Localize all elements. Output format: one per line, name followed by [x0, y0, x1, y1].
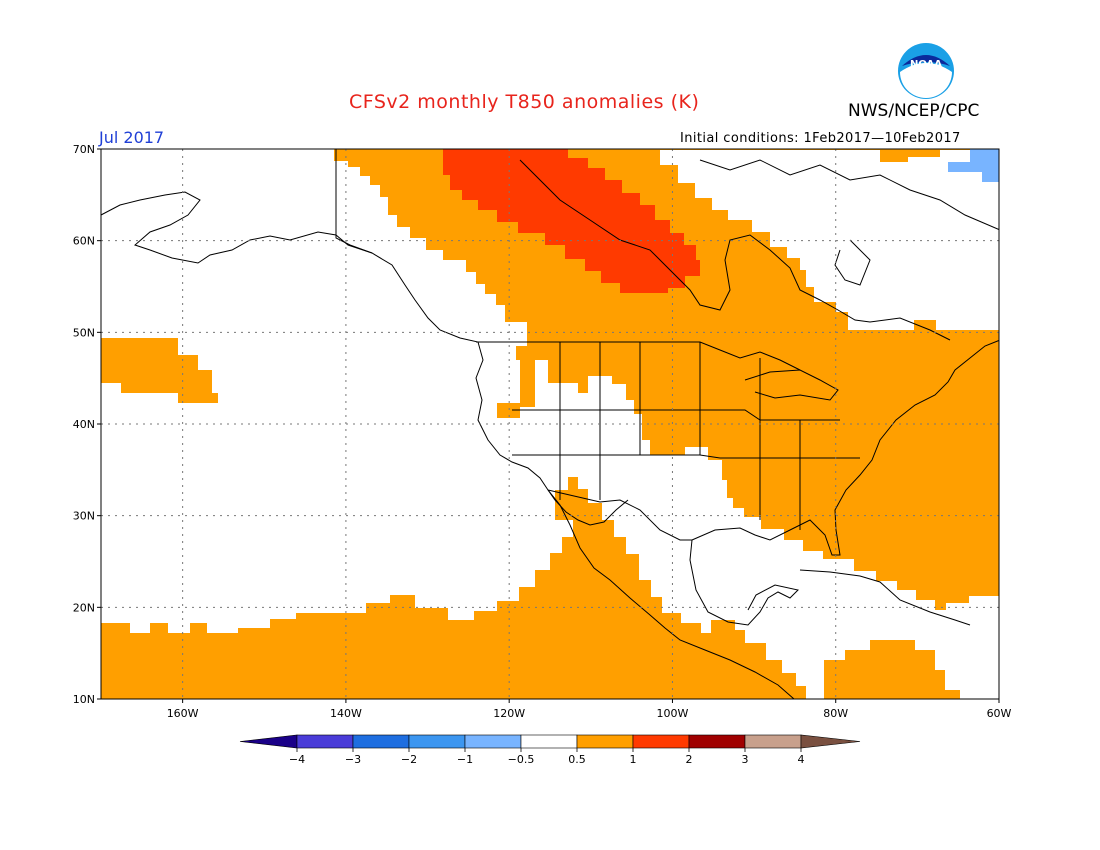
coastline	[699, 159, 999, 231]
noaa-logo: NOAA	[898, 43, 954, 99]
colorbar-arrow-high	[800, 734, 861, 749]
coastline	[519, 159, 951, 341]
us-canada-border	[476, 341, 801, 371]
lon-tick-label: 140W	[330, 707, 362, 720]
anomaly-region-neg	[948, 149, 999, 182]
anomaly-region-0-5-to-1	[824, 640, 960, 699]
lon-tick-label: 60W	[987, 707, 1012, 720]
colorbar-segment	[744, 734, 802, 749]
lat-tick-label: 10N	[73, 693, 95, 706]
colorbar-segment	[520, 734, 578, 749]
colorbar-arrow-low	[239, 734, 298, 749]
agency-label: NWS/NCEP/CPC	[848, 101, 980, 121]
us-mexico-border	[547, 489, 692, 541]
colorbar-segment	[688, 734, 746, 749]
coastline	[547, 489, 629, 526]
coastline	[101, 191, 795, 699]
lat-tick-label: 30N	[73, 510, 95, 523]
lat-tick-label: 40N	[73, 418, 95, 431]
coastline	[691, 339, 999, 556]
colorbar-label: 1	[630, 753, 637, 766]
lat-tick-label: 60N	[73, 235, 95, 248]
colorbar-label: −4	[289, 753, 305, 766]
colorbar-segment	[576, 734, 634, 749]
colorbar-label: 0.5	[568, 753, 586, 766]
colorbar-segment	[632, 734, 690, 749]
anomaly-region-0-5-to-1	[334, 149, 999, 610]
anomaly-shading	[101, 149, 999, 699]
colorbar-label: 3	[742, 753, 749, 766]
colorbar-label: −1	[457, 753, 473, 766]
colorbar-label: −0.5	[508, 753, 535, 766]
colorbar-segment	[464, 734, 522, 749]
coastline	[799, 569, 971, 626]
colorbar-segment	[296, 734, 354, 749]
map-title: CFSv2 monthly T850 anomalies (K)	[349, 91, 700, 113]
colorbar-label: 2	[686, 753, 693, 766]
lon-tick-label: 160W	[167, 707, 199, 720]
lat-tick-label: 70N	[73, 143, 95, 156]
colorbar-label: −2	[401, 753, 417, 766]
lat-tick-label: 20N	[73, 601, 95, 614]
colorbar-label: −3	[345, 753, 361, 766]
lon-tick-label: 100W	[657, 707, 689, 720]
grid-lines	[101, 149, 999, 699]
anomaly-region-0-5-to-1	[101, 338, 218, 403]
coastline	[744, 369, 839, 401]
state-line	[512, 409, 840, 421]
colorbar-segment	[408, 734, 466, 749]
forecast-month: Jul 2017	[99, 128, 165, 147]
borders	[335, 149, 860, 541]
anomaly-region-0-5-to-1	[101, 477, 806, 699]
logo-text: NOAA	[910, 59, 942, 70]
lon-tick-label: 120W	[493, 707, 525, 720]
coastline	[689, 539, 800, 626]
initial-conditions: Initial conditions: 1Feb2017—10Feb2017	[680, 131, 961, 146]
lat-tick-label: 50N	[73, 326, 95, 339]
alaska-canada-border	[335, 149, 373, 254]
colorbar-segment	[352, 734, 410, 749]
anomaly-region-1-to-2	[443, 149, 700, 293]
lon-tick-label: 80W	[823, 707, 848, 720]
colorbar-label: 4	[798, 753, 805, 766]
coastlines	[101, 159, 999, 699]
